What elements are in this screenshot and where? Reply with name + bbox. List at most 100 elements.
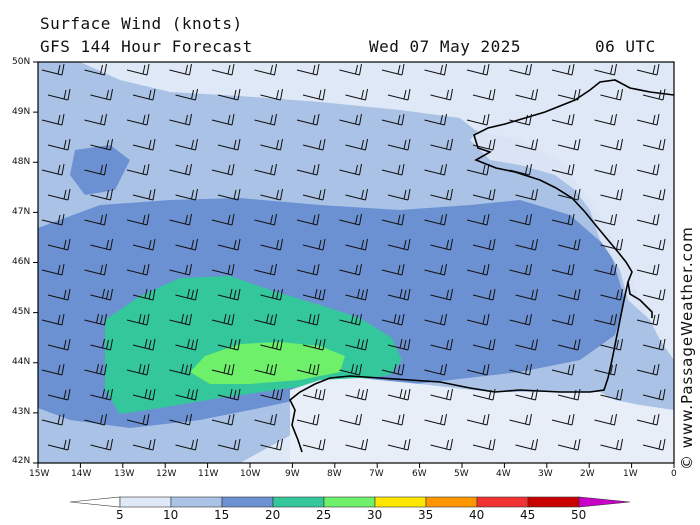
wind-barb: [254, 413, 277, 426]
wind-barb: [126, 263, 150, 276]
wind-barb: [430, 288, 453, 301]
wind-barb: [211, 163, 235, 176]
wind-barb: [132, 388, 156, 401]
wind-barb: [41, 413, 65, 426]
lon-label-8w: 8W: [327, 469, 342, 479]
wind-barb: [169, 313, 192, 326]
wind-barb: [642, 288, 666, 301]
wind-barb: [466, 313, 490, 326]
wind-barb: [84, 413, 107, 426]
wind-barb: [211, 263, 235, 276]
wind-barb: [381, 213, 405, 226]
wind-barb: [126, 213, 150, 226]
wind-barb: [594, 113, 617, 126]
wind-barb: [509, 163, 532, 176]
wind-barb: [254, 363, 277, 376]
wind-barb: [515, 438, 538, 451]
wind-barb: [41, 63, 65, 76]
wind-barb: [430, 338, 453, 351]
wind-barb: [430, 188, 453, 201]
wind-barb: [466, 213, 490, 226]
wind-barb: [84, 363, 107, 376]
wind-barb: [345, 338, 368, 351]
wind-barb: [175, 288, 198, 301]
lon-label-3w: 3W: [538, 469, 553, 479]
wind-barb: [515, 188, 538, 201]
wind-barb: [41, 363, 65, 376]
wind-barb: [472, 438, 496, 451]
wind-barb: [339, 413, 362, 426]
wind-barb: [515, 388, 538, 401]
land-france: [470, 78, 674, 330]
forecast-time: 06 UTC: [595, 37, 656, 56]
lon-label-14w: 14W: [71, 469, 92, 479]
wind-barb: [472, 138, 496, 151]
wind-barb: [636, 63, 660, 76]
wind-barb: [600, 288, 623, 301]
map-area: [38, 62, 674, 463]
wind-barb: [642, 188, 666, 201]
wind-barb: [302, 188, 326, 201]
wind-barb: [47, 88, 71, 101]
wind-barb: [132, 138, 156, 151]
wind-barb: [260, 288, 283, 301]
wind-barb: [472, 388, 496, 401]
wind-barb: [387, 138, 411, 151]
wind-barb: [90, 438, 113, 451]
wind-barb: [211, 413, 235, 426]
wind-barb: [636, 113, 660, 126]
wind-barb: [515, 338, 538, 351]
wind-barb: [84, 263, 107, 276]
wind-barb: [90, 188, 113, 201]
wind-barb: [217, 438, 241, 451]
lat-label-46n: 46N: [12, 257, 31, 267]
wind-barb: [509, 113, 532, 126]
wind-barb: [387, 188, 411, 201]
wind-barb: [211, 113, 235, 126]
wind-barb: [47, 438, 71, 451]
wind-barb: [302, 438, 326, 451]
lat-label-48n: 48N: [12, 157, 31, 167]
wind-barb: [551, 313, 575, 326]
wind-barb: [466, 413, 490, 426]
wind-barb: [90, 138, 113, 151]
colorbar-label-15: 15: [214, 508, 230, 522]
lat-label-49n: 49N: [12, 107, 31, 117]
lon-label-2w: 2W: [580, 469, 595, 479]
lon-label-7w: 7W: [369, 469, 384, 479]
wind-barb: [430, 238, 453, 251]
wind-barb: [387, 388, 411, 401]
wind-speed-colorbar: [69, 496, 631, 508]
wind-barb: [642, 388, 666, 401]
wind-barb: [472, 288, 496, 301]
wind-barb: [642, 438, 666, 451]
wind-barb: [594, 213, 617, 226]
wind-barb: [381, 163, 405, 176]
wind-barb: [424, 363, 447, 376]
wind-barb: [509, 313, 532, 326]
wind-barb: [254, 163, 277, 176]
wind-barb: [345, 438, 368, 451]
wind-barb: [466, 163, 490, 176]
wind-barb: [175, 388, 198, 401]
lon-label-0: 0: [671, 469, 677, 479]
wind-barb: [84, 213, 107, 226]
wind-barb: [41, 163, 65, 176]
lon-label-12w: 12W: [156, 469, 177, 479]
wind-barb: [636, 263, 660, 276]
lat-label-47n: 47N: [12, 207, 31, 217]
wind-barb: [90, 338, 113, 351]
wind-barb: [126, 63, 150, 76]
wind-barb: [557, 388, 581, 401]
wind-barb: [387, 338, 411, 351]
wind-barb: [339, 63, 362, 76]
wind-barb: [551, 263, 575, 276]
wind-barb: [169, 113, 192, 126]
wind-barb: [636, 213, 660, 226]
wind-barb: [430, 88, 453, 101]
wind-barb: [430, 438, 453, 451]
wind-barb: [296, 263, 320, 276]
wind-barb: [381, 263, 405, 276]
wind-barb: [217, 138, 241, 151]
wind-barb: [41, 113, 65, 126]
